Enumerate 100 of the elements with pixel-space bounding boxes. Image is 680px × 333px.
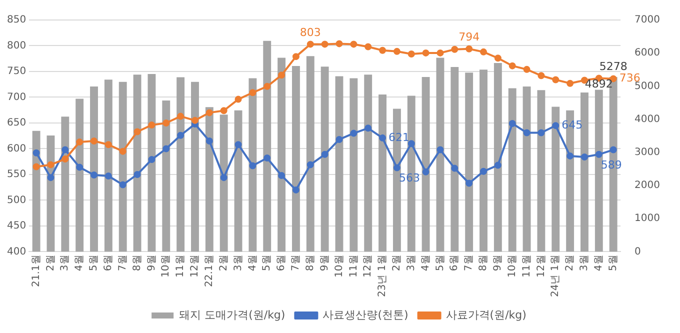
x-tick-label: 10월 [160,254,172,278]
data-label: 803 [300,26,321,40]
x-tick-label: 23년 1월 [377,254,388,297]
bar [263,40,272,252]
x-tick-label: 3월 [60,254,71,272]
point [278,72,286,79]
legend-label: 사료생산량(천톤) [322,308,408,322]
point [480,48,488,56]
point [451,164,458,172]
bar [580,92,588,252]
x-tick-label: 11월 [175,254,186,278]
point [249,89,256,96]
y-tick-label: 600 [6,143,26,154]
point [104,172,112,180]
x-tick-label: 22.1월 [204,254,216,287]
bar [422,76,430,252]
x-tick-label: 6월 [449,254,460,272]
bar [162,100,170,252]
x-tick-label: 9월 [146,254,158,272]
point [422,49,430,56]
y2-tick-label: 7000 [634,14,660,26]
point [466,180,473,187]
x-tick-label: 4월 [420,254,432,272]
bar [508,88,516,252]
point [508,120,516,128]
x-tick-label: 8월 [478,254,490,272]
x-tick-label: 11월 [521,254,532,278]
bar [522,86,531,252]
point [436,49,444,56]
legend-label: 사료가격(원/kg) [446,308,526,322]
bar [594,90,603,252]
x-tick-label: 6월 [276,254,288,272]
bar [537,90,546,252]
point [32,149,40,156]
bar [118,82,127,252]
x-tick-label: 9월 [319,254,330,272]
data-label: 4892 [584,78,613,91]
bar [176,77,185,252]
x-tick-label: 5월 [88,254,100,272]
x-tick-label: 12월 [536,254,547,278]
x-tick-label: 5월 [434,254,446,272]
point [76,138,84,146]
x-tick-label: 21.1월 [30,254,42,287]
point [379,134,386,142]
x-tick-label: 3월 [406,254,417,272]
point [162,145,170,152]
bar [292,66,300,252]
bar [480,70,488,252]
x-tick-label: 2월 [45,254,56,272]
point [220,174,228,182]
point [379,46,386,54]
bar [335,76,344,252]
bar [552,106,560,252]
point [321,150,328,158]
x-tick-label: 8월 [132,254,143,272]
point [76,164,84,171]
point [321,40,328,48]
point [191,116,198,124]
point [364,43,372,50]
point [264,82,271,90]
point [234,141,242,148]
y2-tick-label: 2000 [634,180,660,192]
x-tick-label: 3월 [579,254,590,272]
point [595,150,602,158]
bar [320,66,329,252]
point [134,170,141,178]
bar [148,74,156,252]
bar [378,94,386,252]
point [466,45,473,52]
x-tick-label: 5월 [608,254,619,272]
point [350,40,358,48]
point [292,186,300,194]
x-tick-label: 12월 [190,254,201,278]
point [451,46,458,53]
bar [191,82,199,252]
point [249,162,256,170]
y-tick-label: 700 [6,92,26,103]
x-tick-label: 2월 [564,254,576,272]
point [436,146,444,154]
point [62,146,69,154]
point [566,152,574,160]
data-label: 794 [458,30,480,44]
point [552,76,560,84]
point [508,62,516,70]
point [264,154,271,162]
x-tick-label: 8월 [304,254,316,272]
point [292,53,300,60]
point [104,141,112,148]
x-tick-label: 7월 [117,254,128,272]
data-label: 621 [388,130,410,144]
point [47,161,54,168]
point [90,172,98,179]
point [47,174,54,182]
bar [450,67,459,252]
y-tick-label: 800 [6,40,26,52]
x-tick-label: 5월 [262,254,273,272]
y2-tick-label: 6000 [634,48,660,59]
bar [220,114,228,252]
bar [32,130,40,252]
x-tick-label: 6월 [103,254,114,272]
